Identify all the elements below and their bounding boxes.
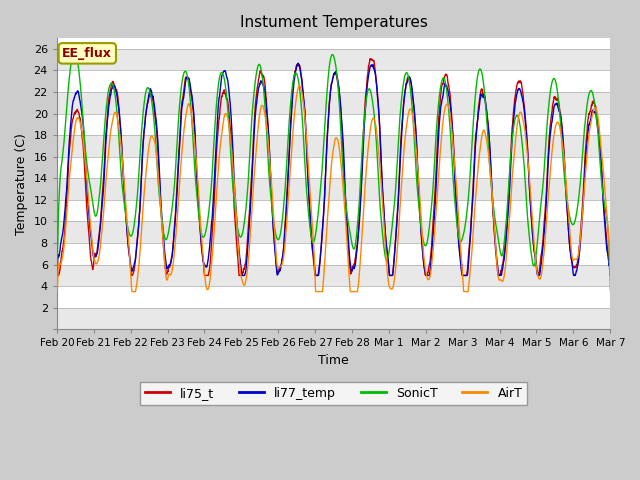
Bar bbox=[57, 200, 611, 221]
Legend: li75_t, li77_temp, SonicT, AirT: li75_t, li77_temp, SonicT, AirT bbox=[140, 382, 527, 405]
X-axis label: Time: Time bbox=[318, 354, 349, 367]
Bar bbox=[57, 308, 611, 329]
Bar bbox=[57, 92, 611, 114]
Bar bbox=[57, 135, 611, 157]
Bar bbox=[57, 286, 611, 308]
Y-axis label: Temperature (C): Temperature (C) bbox=[15, 133, 28, 235]
Bar bbox=[57, 49, 611, 71]
Bar bbox=[57, 243, 611, 264]
Bar bbox=[57, 264, 611, 286]
Bar bbox=[57, 179, 611, 200]
Text: EE_flux: EE_flux bbox=[62, 47, 112, 60]
Title: Instument Temperatures: Instument Temperatures bbox=[239, 15, 428, 30]
Bar bbox=[57, 221, 611, 243]
Bar bbox=[57, 157, 611, 179]
Bar bbox=[57, 71, 611, 92]
Bar bbox=[57, 114, 611, 135]
